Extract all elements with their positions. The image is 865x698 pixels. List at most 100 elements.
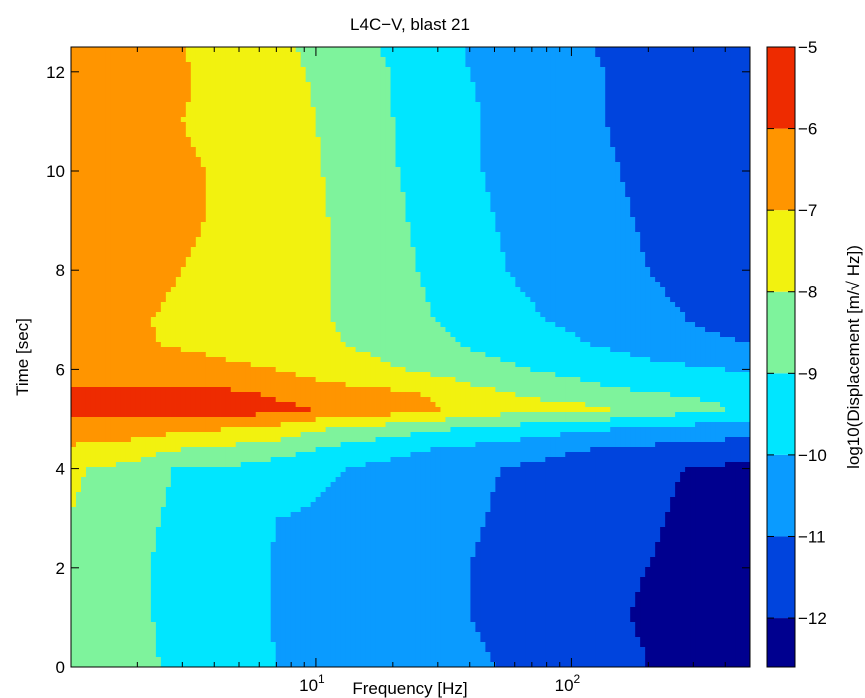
heatmap-cell xyxy=(230,147,237,153)
heatmap-cell xyxy=(470,167,476,173)
heatmap-cell xyxy=(525,92,531,98)
heatmap-cell xyxy=(185,127,192,133)
heatmap-cell xyxy=(450,127,457,133)
heatmap-cell xyxy=(285,92,292,98)
heatmap-cell xyxy=(740,207,746,213)
heatmap-cell xyxy=(135,152,142,158)
heatmap-cell xyxy=(510,107,516,113)
heatmap-cell xyxy=(140,127,147,133)
heatmap-cell xyxy=(745,97,750,103)
heatmap-cell xyxy=(375,147,382,153)
heatmap-cell xyxy=(385,52,392,58)
heatmap-cell xyxy=(695,52,701,58)
heatmap-cell xyxy=(735,67,741,73)
heatmap-cell xyxy=(525,127,531,133)
heatmap-cell xyxy=(160,122,167,128)
heatmap-cell xyxy=(610,212,616,218)
heatmap-cell xyxy=(90,147,97,153)
heatmap-cell xyxy=(520,97,526,103)
heatmap-cell xyxy=(630,177,636,183)
heatmap-cell xyxy=(375,67,382,73)
heatmap-cell xyxy=(150,227,157,233)
heatmap-cell xyxy=(490,197,496,203)
heatmap-cell xyxy=(410,47,417,53)
heatmap-cell xyxy=(280,157,287,163)
heatmap-cell xyxy=(510,72,516,78)
heatmap-cell xyxy=(340,172,347,178)
heatmap-cell xyxy=(370,142,377,148)
heatmap-cell xyxy=(480,132,486,138)
heatmap-cell xyxy=(570,102,576,108)
heatmap-cell xyxy=(385,107,392,113)
heatmap-cell xyxy=(285,227,292,233)
heatmap-cell xyxy=(520,147,526,153)
heatmap-cell xyxy=(720,122,726,128)
heatmap-cell xyxy=(530,207,536,213)
heatmap-cell xyxy=(520,177,526,183)
heatmap-cell xyxy=(165,67,172,73)
heatmap-cell xyxy=(150,182,157,188)
heatmap-cell xyxy=(490,152,496,158)
heatmap-cell xyxy=(675,222,681,228)
heatmap-cell xyxy=(610,142,616,148)
heatmap-cell xyxy=(260,142,267,148)
heatmap-cell xyxy=(290,112,297,118)
heatmap-cell xyxy=(265,77,272,83)
heatmap-cell xyxy=(595,102,601,108)
heatmap-cell xyxy=(400,207,407,213)
heatmap-cell xyxy=(295,97,302,103)
heatmap-cell xyxy=(715,77,721,83)
heatmap-cell xyxy=(415,187,422,193)
heatmap-cell xyxy=(475,202,481,208)
heatmap-cell xyxy=(700,87,706,93)
heatmap-cell xyxy=(240,107,247,113)
heatmap-cell xyxy=(415,127,422,133)
heatmap-cell xyxy=(460,57,467,63)
heatmap-cell xyxy=(735,197,741,203)
heatmap-cell xyxy=(660,177,666,183)
heatmap-cell xyxy=(145,152,152,158)
heatmap-cell xyxy=(630,127,636,133)
heatmap-cell xyxy=(430,177,437,183)
heatmap-cell xyxy=(71,97,77,103)
heatmap-cell xyxy=(625,147,631,153)
heatmap-cell xyxy=(250,112,257,118)
heatmap-cell xyxy=(75,172,82,178)
heatmap-cell xyxy=(625,107,631,113)
heatmap-cell xyxy=(400,52,407,58)
heatmap-cell xyxy=(135,107,142,113)
heatmap-cell xyxy=(265,97,272,103)
heatmap-cell xyxy=(300,122,307,128)
heatmap-cell xyxy=(500,182,506,188)
heatmap-cell xyxy=(575,97,581,103)
heatmap-cell xyxy=(515,207,521,213)
heatmap-cell xyxy=(245,172,252,178)
heatmap-cell xyxy=(425,107,432,113)
heatmap-cell xyxy=(425,77,432,83)
heatmap-cell xyxy=(80,212,87,218)
heatmap-cell xyxy=(85,142,92,148)
heatmap-cell xyxy=(410,167,417,173)
heatmap-cell xyxy=(225,87,232,93)
heatmap-cell xyxy=(105,217,112,223)
heatmap-cell xyxy=(490,187,496,193)
heatmap-cell xyxy=(245,107,252,113)
heatmap-cell xyxy=(730,217,736,223)
heatmap-cell xyxy=(400,72,407,78)
heatmap-cell xyxy=(340,197,347,203)
heatmap-cell xyxy=(105,227,112,233)
heatmap-cell xyxy=(565,77,571,83)
heatmap-cell xyxy=(670,97,676,103)
heatmap-cell xyxy=(90,82,97,88)
heatmap-cell xyxy=(160,207,167,213)
heatmap-cell xyxy=(550,137,556,143)
heatmap-cell xyxy=(105,187,112,193)
heatmap-cell xyxy=(630,132,636,138)
heatmap-cell xyxy=(295,62,302,68)
heatmap-cell xyxy=(420,137,427,143)
heatmap-cell xyxy=(590,162,596,168)
heatmap-cell xyxy=(630,52,636,58)
heatmap-cell xyxy=(240,137,247,143)
heatmap-cell xyxy=(200,152,207,158)
heatmap-cell xyxy=(270,102,277,108)
